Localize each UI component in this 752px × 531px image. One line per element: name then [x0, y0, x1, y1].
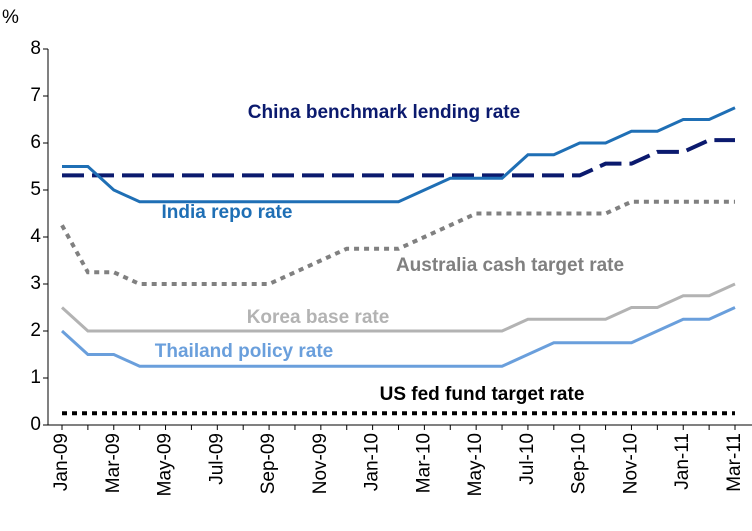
- series-label: Korea base rate: [247, 307, 390, 328]
- x-tick-label: Jul-10: [517, 433, 538, 485]
- x-tick-label: May-10: [465, 433, 486, 496]
- series-line: [60, 306, 736, 368]
- series-line: [62, 106, 736, 204]
- x-tick-label: Jul-09: [206, 433, 227, 485]
- y-tick-label: 5: [30, 179, 41, 200]
- x-tick-label: Nov-10: [620, 433, 641, 494]
- series-line: [60, 199, 735, 286]
- series-line: [60, 282, 736, 333]
- x-tick-label: Sep-09: [258, 433, 279, 494]
- x-tick-label: Mar-09: [103, 433, 124, 493]
- x-tick-label: Jan-09: [51, 433, 72, 491]
- y-tick-label: 4: [30, 226, 41, 247]
- y-tick-label: 6: [30, 132, 41, 153]
- y-tick-label: 1: [30, 367, 41, 388]
- x-tick-label: Sep-10: [569, 433, 590, 494]
- y-tick-label: 7: [30, 85, 41, 106]
- series-label: Australia cash target rate: [396, 255, 624, 276]
- y-tick-label: 2: [30, 320, 41, 341]
- y-tick-label: 8: [30, 38, 41, 59]
- series-label: Thailand policy rate: [155, 341, 333, 362]
- x-tick-label: Mar-10: [413, 433, 434, 493]
- series-label: India repo rate: [162, 202, 293, 223]
- x-tick-label: Nov-09: [310, 433, 331, 494]
- series-label: US fed fund target rate: [380, 384, 585, 405]
- y-tick-label: 3: [30, 273, 41, 294]
- x-tick-label: May-09: [155, 433, 176, 496]
- y-tick-label: 0: [30, 414, 41, 435]
- x-tick-label: Jan-10: [362, 433, 383, 491]
- series-label: China benchmark lending rate: [248, 102, 520, 123]
- y-unit: %: [2, 7, 19, 28]
- x-tick-label: Jan-11: [672, 433, 693, 490]
- series-line: [62, 138, 735, 178]
- x-tick-label: Mar-11: [724, 433, 745, 492]
